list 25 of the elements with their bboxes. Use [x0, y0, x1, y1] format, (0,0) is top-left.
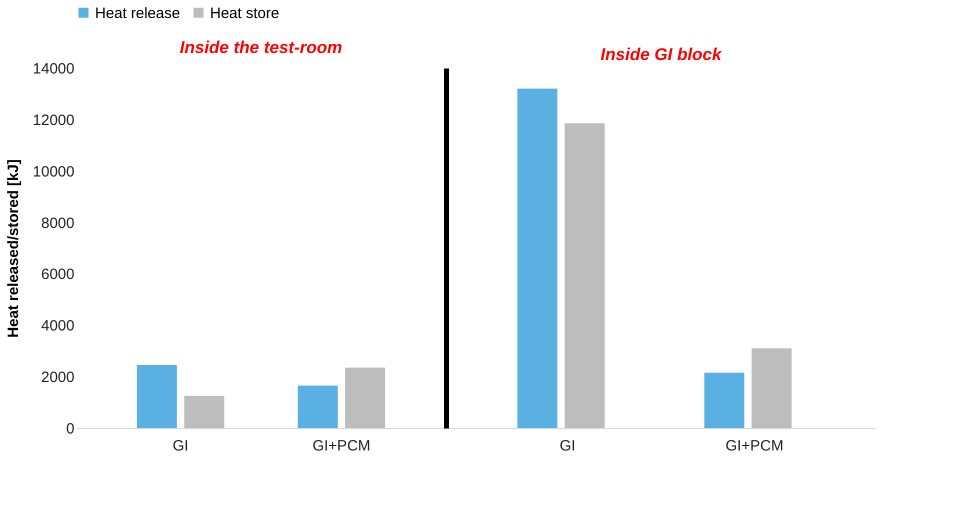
- bar: [136, 365, 177, 428]
- y-tick-label: 8000: [41, 214, 74, 232]
- bar: [752, 348, 792, 428]
- bar: [704, 372, 744, 428]
- y-tick-label: 0: [66, 420, 74, 438]
- bar: [517, 88, 558, 428]
- y-tick-label: 6000: [41, 266, 74, 284]
- y-tick-label: 14000: [32, 60, 74, 78]
- bar: [564, 123, 605, 428]
- y-tick-label: 4000: [41, 318, 74, 335]
- y-tick-label: 12000: [32, 112, 74, 129]
- legend-label: Heat store: [210, 4, 280, 22]
- bar: [345, 368, 386, 428]
- y-axis-title: Heat released/stored [kJ]: [4, 159, 22, 338]
- x-tick-label: GI: [172, 438, 188, 454]
- chart-title: Inside GI block: [600, 45, 723, 64]
- chart-title: Inside the test-room: [180, 38, 342, 57]
- x-tick-label: GI: [560, 438, 576, 454]
- legend-label: Heat release: [95, 4, 180, 22]
- x-tick-label: GI+PCM: [312, 438, 370, 454]
- y-tick-label: 2000: [41, 369, 74, 386]
- x-tick-label: GI+PCM: [726, 438, 784, 454]
- bar: [298, 386, 338, 428]
- y-tick-label: 10000: [32, 163, 74, 180]
- bar: [184, 396, 224, 428]
